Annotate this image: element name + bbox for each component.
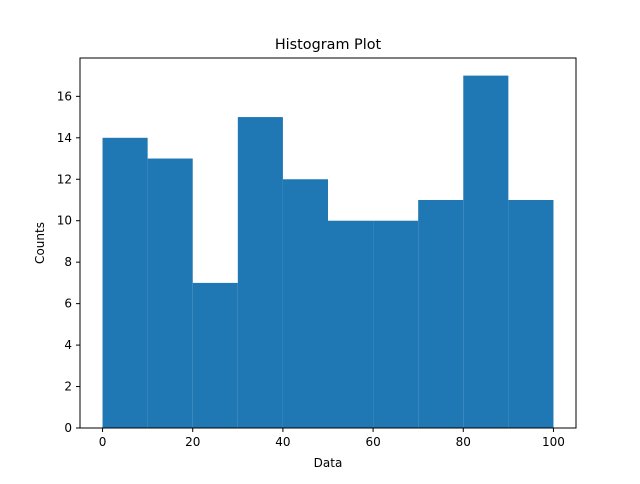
- histogram-bar-4: [282, 179, 328, 428]
- histogram-bar-6: [373, 220, 419, 428]
- y-tick-label-8: 16: [57, 89, 72, 103]
- ticks-group: 0 20 40 60 80 100 0 2 4 6 8 10 12 14 16: [57, 89, 565, 449]
- x-tick-label-0: 0: [99, 435, 107, 449]
- histogram-bar-5: [328, 220, 374, 428]
- histogram-bar-3: [237, 117, 283, 429]
- y-tick-label-7: 14: [57, 131, 72, 145]
- x-tick-label-5: 100: [542, 435, 565, 449]
- histogram-bar-2: [192, 282, 238, 428]
- y-tick-label-4: 8: [64, 255, 72, 269]
- chart-title: Histogram Plot: [275, 37, 382, 53]
- x-tick-label-4: 80: [456, 435, 471, 449]
- histogram-bar-1: [147, 158, 193, 428]
- histogram-bar-8: [463, 75, 509, 428]
- y-tick-label-6: 12: [57, 172, 72, 186]
- plot-area-frame: [79, 57, 577, 429]
- y-tick-label-1: 2: [64, 380, 72, 394]
- y-tick-label-2: 4: [64, 338, 72, 352]
- x-tick-label-2: 40: [275, 435, 290, 449]
- histogram-bar-7: [418, 199, 464, 428]
- histogram-bar-9: [508, 199, 554, 428]
- x-axis-label: Data: [314, 456, 343, 470]
- y-tick-label-3: 6: [64, 297, 72, 311]
- histogram-bar-0: [102, 137, 148, 428]
- y-tick-label-0: 0: [64, 421, 72, 435]
- bars-group: [102, 75, 554, 429]
- y-tick-label-5: 10: [57, 214, 72, 228]
- x-tick-label-1: 20: [185, 435, 200, 449]
- x-tick-label-3: 60: [365, 435, 380, 449]
- y-axis-label: Counts: [33, 222, 47, 264]
